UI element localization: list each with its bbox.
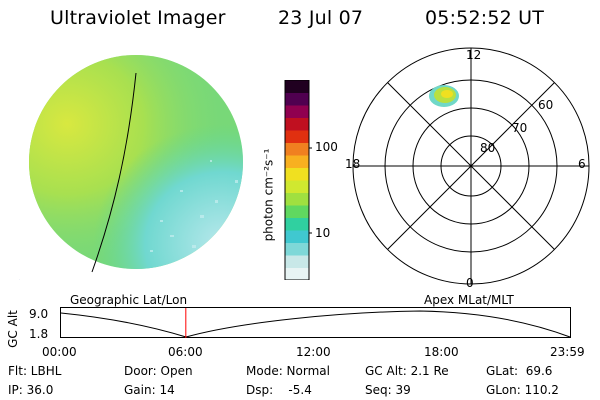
mode-value: Mode: Normal [246, 364, 330, 378]
lat-label-80: 80 [480, 141, 496, 155]
auroral-blob [429, 85, 459, 107]
geographic-caption: Geographic Lat/Lon [70, 293, 188, 307]
colorbar-segment [285, 80, 309, 93]
timeline-xtick-2359: 23:59 [550, 345, 585, 359]
gain-value: Gain: 14 [124, 383, 175, 397]
colorbar-segment [285, 130, 309, 143]
altitude-timeline[interactable] [60, 307, 580, 339]
colorbar-segment [285, 180, 309, 193]
colorbar-unit-label: photon cm⁻²s⁻¹ [261, 148, 276, 242]
colorbar-segment [285, 155, 309, 168]
colorbar-tick-10: 10 [315, 226, 331, 240]
filter-value: Flt: LBHL [8, 364, 62, 378]
lat-label-70: 70 [512, 121, 528, 135]
timeline-xtick-0600: 06:00 [168, 345, 203, 359]
polar-plot [352, 47, 590, 285]
colorbar [284, 80, 312, 280]
geographic-image [19, 55, 243, 280]
colorbar-segment [285, 230, 309, 243]
ip-value: IP: 36.0 [8, 383, 54, 397]
time-label: 05:52:52 UT [425, 7, 545, 29]
colorbar-segment [285, 242, 309, 256]
dsp-value: Dsp: -5.4 [246, 383, 312, 397]
colorbar-tick-100: 100 [315, 140, 338, 154]
colorbar-segment [285, 105, 309, 118]
colorbar-segment [285, 142, 309, 156]
timeline-ytick-max: 9.0 [29, 307, 49, 321]
timeline-ytick-min: 1.8 [29, 327, 49, 341]
glon-value: GLon: 110.2 [486, 383, 559, 397]
colorbar-segment [285, 192, 309, 206]
colorbar-segment [285, 117, 309, 131]
colorbar-segment [285, 205, 309, 218]
colorbar-segment [285, 92, 309, 106]
mlt-label-0: 0 [466, 276, 474, 290]
timeline-xtick-1800: 18:00 [424, 345, 459, 359]
colorbar-segment [285, 267, 309, 280]
lat-label-60: 60 [538, 98, 554, 112]
apex-caption: Apex MLat/MLT [424, 293, 514, 307]
colorbar-segment [285, 255, 309, 268]
timeline-xtick-0000: 00:00 [42, 345, 77, 359]
colorbar-segment [285, 217, 309, 231]
gc-alt-value: GC Alt: 2.1 Re [365, 364, 449, 378]
timeline-xtick-1200: 12:00 [296, 345, 331, 359]
page-title: Ultraviolet Imager [50, 7, 226, 29]
seq-value: Seq: 39 [365, 383, 411, 397]
altitude-curve [60, 310, 571, 338]
mlt-label-12: 12 [466, 48, 482, 62]
mlt-label-6: 6 [578, 157, 586, 171]
terminator-line [91, 72, 137, 273]
door-status: Door: Open [124, 364, 193, 378]
date-label: 23 Jul 07 [278, 7, 364, 29]
timeline-ylabel: GC Alt [5, 310, 20, 348]
colorbar-segment [285, 167, 309, 181]
glat-value: GLat: 69.6 [486, 364, 553, 378]
mlt-label-18: 18 [345, 157, 361, 171]
